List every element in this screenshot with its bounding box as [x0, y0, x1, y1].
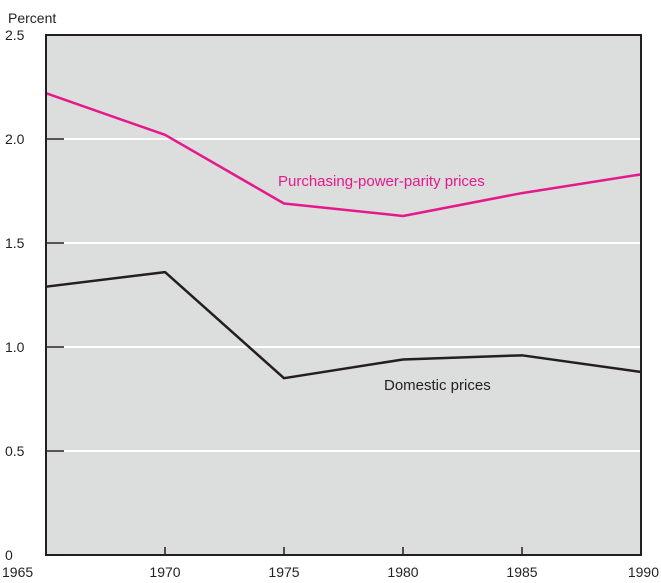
y-tick-label: 0.5 — [5, 443, 25, 459]
plot-area — [46, 35, 641, 555]
y-tick-label: 0 — [5, 547, 13, 563]
y-axis: 0 0.5 1.0 1.5 2.0 2.5 — [5, 27, 64, 563]
series-label-purchasing-power-parity: Purchasing-power-parity prices — [278, 173, 485, 190]
x-tick-label: 1980 — [387, 564, 418, 580]
series-lines — [45, 92, 642, 380]
x-tick-label: 1975 — [268, 564, 299, 580]
y-tick-label: 1.5 — [5, 235, 25, 251]
series-line-purchasing-power-parity — [45, 92, 642, 218]
y-tick-label: 2.5 — [5, 27, 25, 43]
series-label-domestic-prices: Domestic prices — [384, 377, 491, 394]
y-tick-label: 1.0 — [5, 339, 25, 355]
x-tick-label: 1970 — [149, 564, 180, 580]
gridlines — [46, 138, 641, 452]
y-axis-title: Percent — [8, 10, 56, 26]
x-axis: 1965 1970 1975 1980 1985 1990 — [2, 547, 659, 580]
x-tick-label: 1990 — [628, 564, 659, 580]
x-tick-label: 1985 — [506, 564, 537, 580]
series-line-domestic-prices — [45, 270, 642, 380]
x-tick-label: 1965 — [2, 564, 33, 580]
plot-frame — [45, 34, 642, 556]
y-tick-label: 2.0 — [5, 131, 25, 147]
